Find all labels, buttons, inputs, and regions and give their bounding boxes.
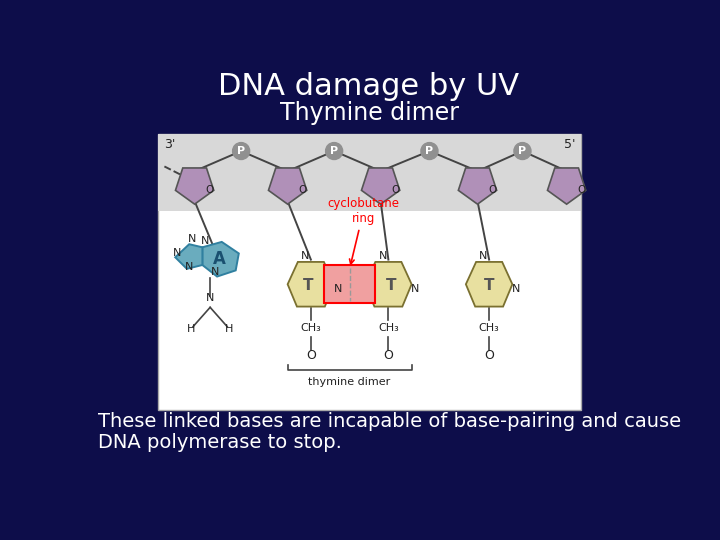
Polygon shape [365,262,412,307]
Text: T: T [302,278,313,293]
Text: CH₃: CH₃ [300,323,321,333]
Text: DNA damage by UV: DNA damage by UV [218,72,520,101]
Text: O: O [298,185,306,195]
Text: T: T [484,278,495,293]
Text: CH₃: CH₃ [378,323,399,333]
Text: P: P [518,146,526,156]
Text: A: A [213,250,226,268]
Circle shape [514,143,531,159]
Text: H: H [225,324,234,334]
Text: N: N [173,248,181,258]
Polygon shape [202,242,239,276]
Polygon shape [459,168,497,204]
Polygon shape [269,168,307,204]
Text: O: O [577,185,585,195]
Text: N: N [379,251,387,261]
Text: N: N [333,284,342,294]
Text: O: O [391,185,400,195]
Text: O: O [488,185,496,195]
Text: P: P [237,146,246,156]
Polygon shape [175,244,202,269]
Text: 5': 5' [564,138,575,151]
Bar [158,134,580,410]
Text: N: N [212,267,220,277]
Text: N: N [188,234,197,244]
Text: O: O [484,349,494,362]
Text: P: P [426,146,433,156]
Text: H: H [186,324,195,334]
Text: O: O [384,349,393,362]
Text: N: N [512,284,521,294]
Text: O: O [306,349,316,362]
Text: Thymine dimer: Thymine dimer [279,100,459,125]
Text: thymine dimer: thymine dimer [308,377,391,387]
Text: 3': 3' [163,138,175,151]
Text: N: N [301,251,310,261]
Text: CH₃: CH₃ [479,323,500,333]
Text: N: N [200,236,209,246]
Text: P: P [330,146,338,156]
Polygon shape [547,168,586,204]
Text: N: N [185,262,194,272]
Polygon shape [361,168,400,204]
Text: N: N [480,251,487,261]
Text: N: N [411,284,420,294]
Text: cyclobutane
ring: cyclobutane ring [328,197,400,264]
Polygon shape [287,262,334,307]
Text: DNA polymerase to stop.: DNA polymerase to stop. [98,433,341,451]
Text: T: T [386,278,397,293]
Bar [324,266,375,303]
Text: N: N [206,293,215,303]
Bar [158,134,580,211]
Circle shape [233,143,250,159]
Polygon shape [466,262,513,307]
Text: These linked bases are incapable of base-pairing and cause: These linked bases are incapable of base… [98,412,681,431]
Polygon shape [176,168,214,204]
Circle shape [421,143,438,159]
Circle shape [325,143,343,159]
Text: O: O [205,185,213,195]
